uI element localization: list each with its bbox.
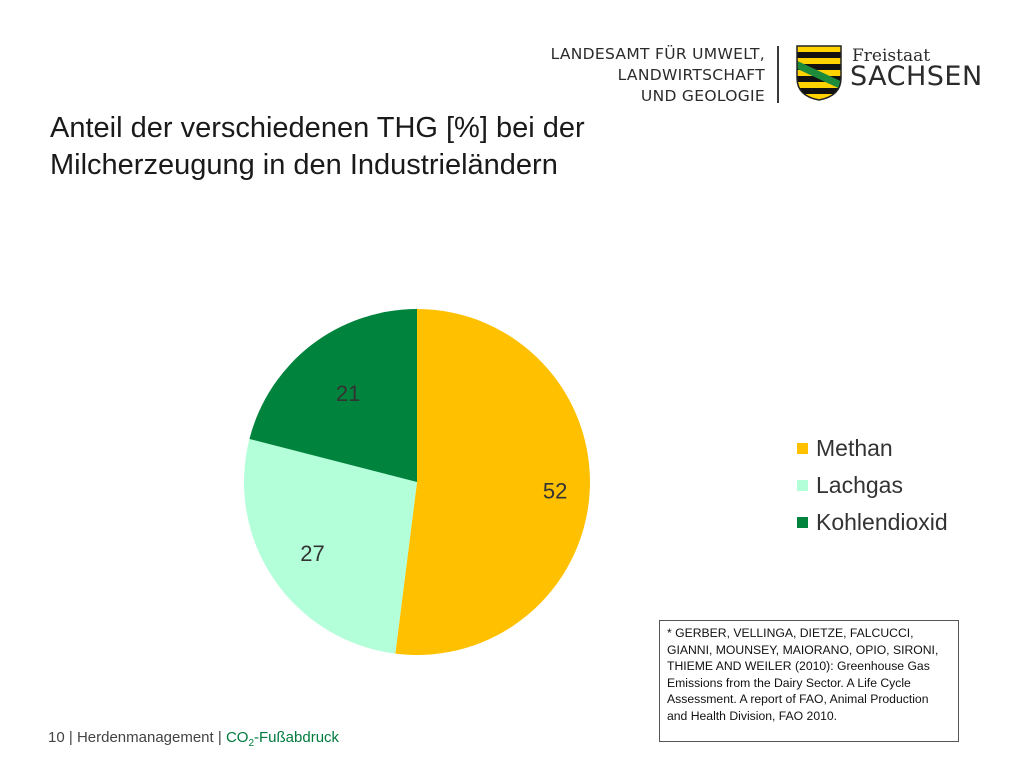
pie-chart: 52 27 21 <box>244 309 590 655</box>
legend-swatch-methan <box>797 443 808 454</box>
pie-slice-lachgas <box>244 438 417 654</box>
footer-separator: | <box>68 729 73 746</box>
header-divider <box>777 46 779 103</box>
pie-value-labels: 52 27 21 <box>300 381 567 566</box>
footer-topic-suffix: -Fußabdruck <box>254 729 340 746</box>
source-citation: * GERBER, VELLINGA, DIETZE, FALCUCCI, GI… <box>659 620 959 742</box>
pie-value-label-lachgas: 27 <box>300 541 324 566</box>
footer: 10 | Herdenmanagement | CO2-Fußabdruck <box>48 729 339 749</box>
agency-name-line1: LANDESAMT FÜR UMWELT, <box>550 45 765 63</box>
chart-legend: Methan Lachgas Kohlendioxid <box>797 430 948 541</box>
legend-label-lachgas: Lachgas <box>816 472 903 498</box>
state-name: SACHSEN <box>850 61 983 92</box>
legend-swatch-kohlendioxid <box>797 517 808 528</box>
slide-title-line1: Anteil der verschiedenen THG [%] bei der <box>50 112 585 144</box>
pie-value-label-methan: 52 <box>543 479 567 504</box>
state-prefix: Freistaat <box>852 46 931 66</box>
legend-label-methan: Methan <box>816 435 893 461</box>
legend-item-methan: Methan <box>797 430 948 467</box>
slide-title: Anteil der verschiedenen THG [%] bei der… <box>50 110 690 184</box>
pie-value-label-kohlendioxid: 21 <box>336 381 360 406</box>
footer-topic-subscript: 2 <box>248 738 255 749</box>
pie-slice-kohlendioxid <box>249 309 417 482</box>
slide-title-line2: Milcherzeugung in den Industrieländern <box>50 149 558 181</box>
legend-label-kohlendioxid: Kohlendioxid <box>816 509 948 535</box>
saxony-coat-of-arms-icon <box>796 45 842 101</box>
agency-name-line2: LANDWIRTSCHAFT <box>617 66 765 84</box>
legend-item-kohlendioxid: Kohlendioxid <box>797 504 948 541</box>
footer-topic: CO2-Fußabdruck <box>225 729 340 749</box>
footer-topic-prefix: CO <box>225 729 249 746</box>
page-number: 10 <box>48 729 65 746</box>
agency-name: LANDESAMT FÜR UMWELT, LANDWIRTSCHAFT UND… <box>540 44 765 107</box>
legend-swatch-lachgas <box>797 480 808 491</box>
pie-slices <box>244 309 590 655</box>
footer-section: Herdenmanagement <box>76 729 214 746</box>
pie-slice-methan <box>395 309 590 655</box>
footer-separator: | <box>217 729 222 746</box>
legend-item-lachgas: Lachgas <box>797 467 948 504</box>
agency-name-line3: UND GEOLOGIE <box>640 87 765 105</box>
